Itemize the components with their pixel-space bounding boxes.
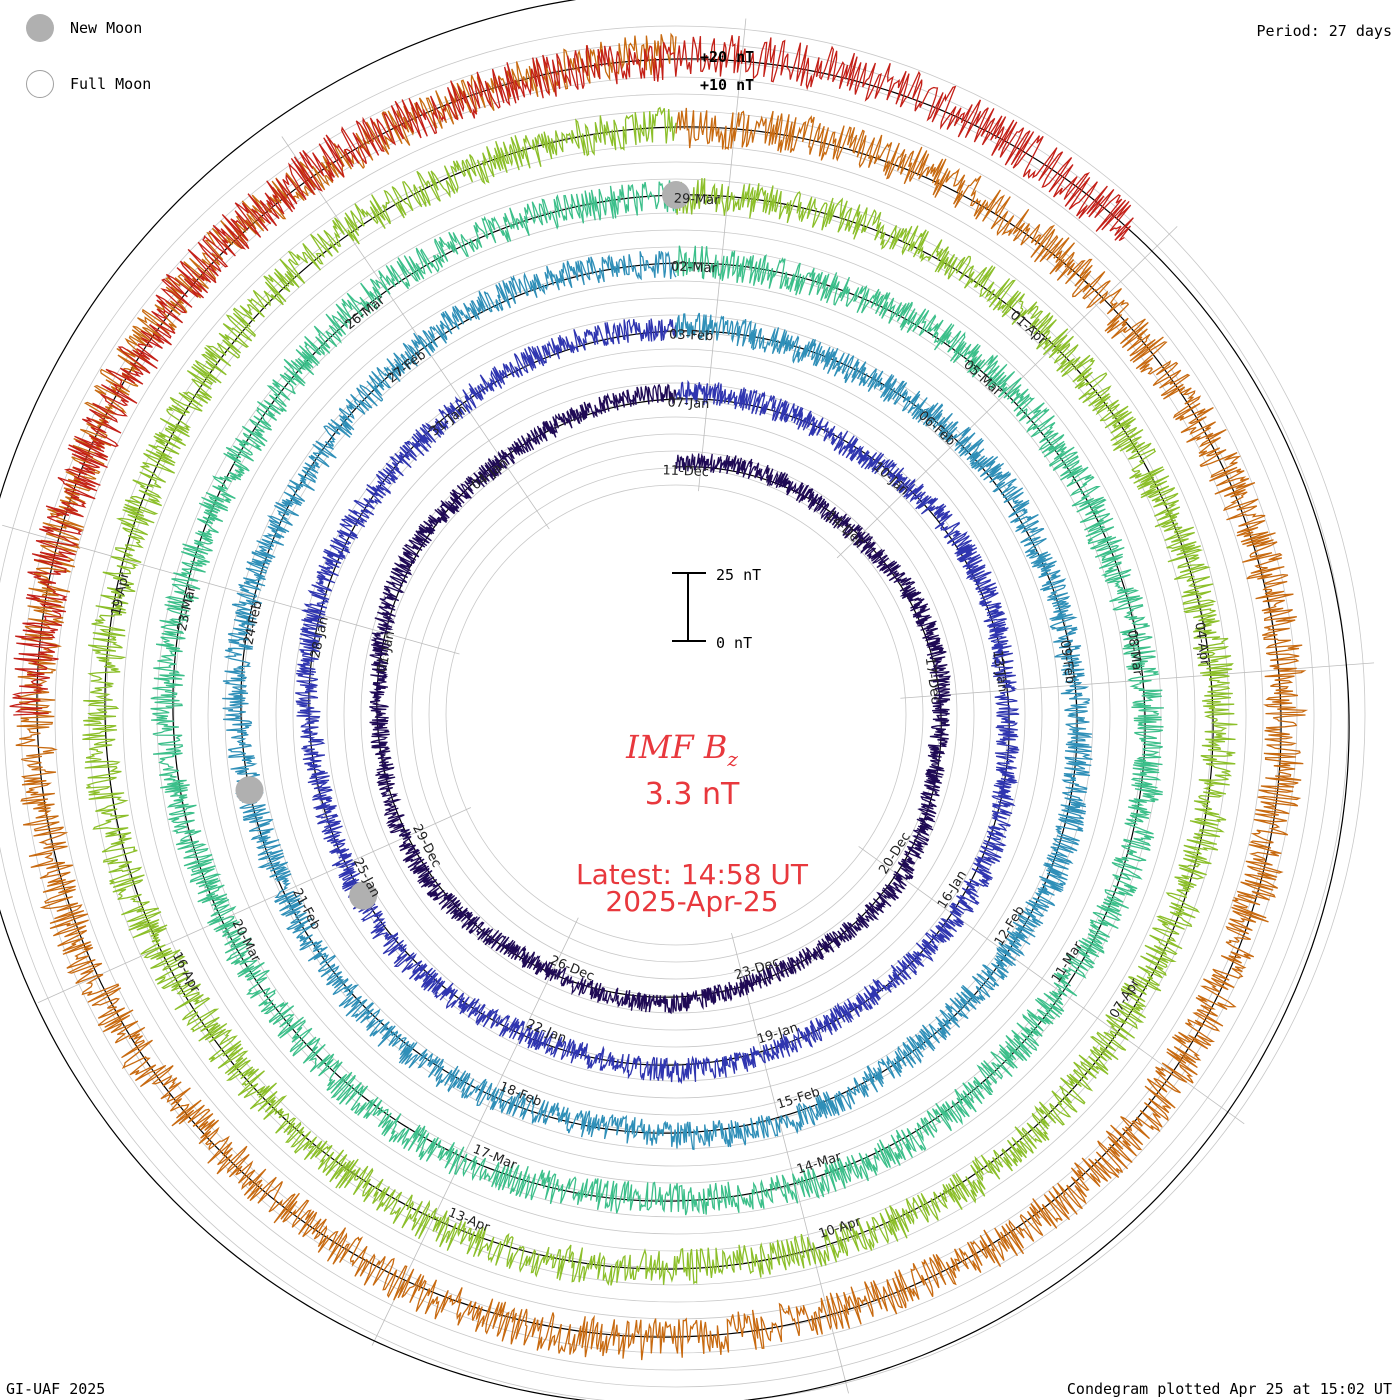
- date-label: 29-Mar: [673, 191, 720, 208]
- new-moon-label: New Moon: [70, 19, 143, 37]
- credit-label: GI-UAF 2025: [6, 1380, 106, 1398]
- grid-ring: [173, 212, 1179, 1218]
- ring-trace: [82, 106, 1238, 1286]
- legend-new-moon: New Moon: [26, 14, 142, 42]
- ring-trace: [295, 318, 1020, 1085]
- date-label: 08-Mar: [1124, 629, 1145, 677]
- grid-ring: [224, 263, 1128, 1167]
- ring-trace: [150, 180, 1164, 1216]
- new-moon-marker: [349, 881, 378, 910]
- date-label: 19-Apr: [109, 570, 133, 616]
- date-label: 07-Jan: [667, 395, 710, 412]
- day-spoke: [836, 226, 1178, 559]
- date-label: 09-Feb: [1057, 639, 1078, 685]
- full-moon-label: Full Moon: [70, 75, 152, 93]
- grid-ring: [156, 195, 1196, 1235]
- day-spoke: [731, 932, 849, 1394]
- date-label: 24-Feb: [241, 600, 265, 646]
- date-label: 04-Apr: [1191, 621, 1212, 667]
- date-label: 03-Feb: [669, 327, 714, 344]
- grid-ring: [207, 246, 1145, 1184]
- data-traces: [9, 32, 1309, 1361]
- plotted-label: Condegram plotted Apr 25 at 15:02 UT: [1066, 1380, 1392, 1398]
- ring-trace: [369, 383, 951, 1015]
- date-label: 23-Mar: [175, 584, 200, 633]
- grid-ring: [190, 229, 1162, 1201]
- date-label: 13-Jan: [989, 649, 1009, 693]
- grid-ring: [309, 348, 1043, 1082]
- ring-trace: [222, 250, 1093, 1151]
- grid-ring: [0, 25, 1366, 1400]
- grid-ring: [445, 484, 907, 946]
- ring-trace: [9, 35, 1134, 716]
- legend-full-moon: Full Moon: [26, 70, 151, 98]
- ring-trace: [15, 32, 1309, 1361]
- date-label: 11-Dec: [662, 463, 709, 480]
- current-value: 3.3 nT: [645, 777, 740, 812]
- grid-ring: [394, 433, 958, 997]
- new-moon-marker: [235, 776, 264, 805]
- date-label: 17-Dec: [922, 656, 943, 704]
- ring-scale-10: +10 nT: [700, 76, 754, 94]
- latest-date: 2025-Apr-25: [605, 885, 778, 918]
- scale-bar-top: 25 nT: [716, 566, 761, 584]
- ring-baseline: [0, 0, 1350, 1400]
- ring-scale-20: +20 nT: [700, 48, 754, 66]
- new-moon-marker: [662, 181, 690, 209]
- date-label: 18-Feb: [497, 1079, 544, 1110]
- date-label: 02-Mar: [671, 259, 718, 276]
- day-spoke: [37, 807, 472, 1004]
- chart-title: IMF Bz: [625, 728, 738, 771]
- grid-ring: [241, 280, 1111, 1150]
- grid-ring: [360, 399, 992, 1031]
- grid-ring: [88, 127, 1264, 1303]
- full-moon-icon: [26, 70, 54, 98]
- day-spoke: [698, 18, 747, 492]
- grid-ring: [105, 144, 1247, 1286]
- moon-markers: [235, 181, 690, 910]
- scale-bar-bottom: 0 nT: [716, 634, 752, 652]
- scale-bar: 25 nT 0 nT: [672, 566, 761, 652]
- day-spoke: [371, 917, 579, 1346]
- new-moon-icon: [26, 14, 54, 42]
- grid-ring: [71, 110, 1281, 1320]
- period-label: Period: 27 days: [1256, 22, 1392, 40]
- latest-time: Latest: 14:58 UT: [576, 858, 809, 891]
